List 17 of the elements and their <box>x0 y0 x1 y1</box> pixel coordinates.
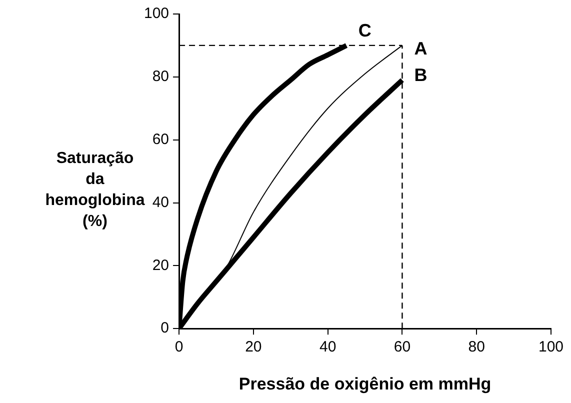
x-tick-label: 0 <box>174 338 184 356</box>
x-tick-label: 80 <box>468 338 485 356</box>
series-label: C <box>358 20 372 40</box>
y-tick-label: 100 <box>144 5 170 22</box>
x-tick-label: 20 <box>245 338 262 356</box>
x-tick-label: 40 <box>319 338 336 356</box>
series-label: A <box>414 38 428 58</box>
x-tick-label: 60 <box>394 338 411 356</box>
x-tick-label: 100 <box>538 338 564 356</box>
y-tick-label: 0 <box>160 320 170 337</box>
y-tick-label: 20 <box>152 256 170 274</box>
y-axis-title: Saturação da hemoglobina (%) <box>45 150 145 230</box>
series-label: B <box>414 65 428 86</box>
y-tick-label: 40 <box>152 194 170 211</box>
y-tick-label: 60 <box>152 130 170 148</box>
y-tick-label: 80 <box>152 68 170 86</box>
x-axis-title: Pressão de oxigênio em mmHg <box>238 374 492 394</box>
